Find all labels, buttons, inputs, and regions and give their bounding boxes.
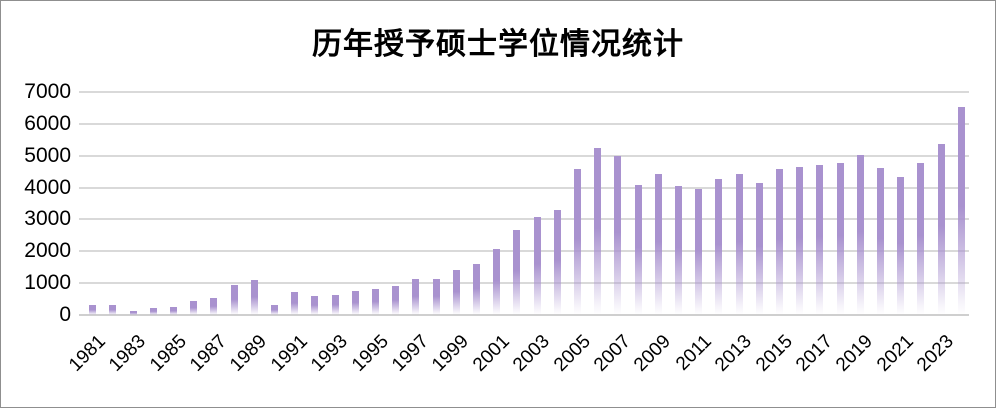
bar-1990 bbox=[271, 305, 278, 315]
bar-1986 bbox=[190, 300, 198, 315]
bar-1987 bbox=[210, 298, 218, 315]
bar-2011 bbox=[695, 189, 703, 315]
bar-1996 bbox=[392, 286, 400, 315]
bar-2018 bbox=[836, 163, 844, 315]
bar-1997 bbox=[412, 279, 420, 315]
bar-2016 bbox=[796, 167, 804, 315]
y-tick-label: 3000 bbox=[24, 207, 71, 231]
bar-1981 bbox=[89, 305, 97, 315]
bar-1983 bbox=[129, 310, 137, 315]
bar-1999 bbox=[452, 270, 460, 315]
bar-1991 bbox=[291, 292, 299, 315]
bar-1994 bbox=[351, 291, 359, 315]
y-tick-label: 2000 bbox=[24, 239, 71, 263]
bar-1984 bbox=[149, 307, 157, 315]
bar-2021 bbox=[897, 177, 905, 315]
gridline-7000 bbox=[79, 91, 969, 93]
gridline-1000 bbox=[79, 282, 969, 285]
bar-2024 bbox=[957, 106, 965, 315]
bar-2009 bbox=[654, 173, 662, 315]
bar-2007 bbox=[614, 156, 622, 315]
bar-2003 bbox=[533, 217, 541, 315]
gridline-6000 bbox=[79, 122, 969, 125]
gridline-0 bbox=[79, 314, 969, 316]
bar-2013 bbox=[735, 173, 743, 315]
bar-2002 bbox=[513, 230, 521, 315]
bar-2001 bbox=[493, 248, 501, 315]
y-tick-label: 7000 bbox=[24, 80, 71, 103]
bar-2000 bbox=[473, 264, 480, 315]
y-tick-label: 6000 bbox=[24, 111, 71, 135]
bar-1992 bbox=[311, 295, 319, 315]
bar-2023 bbox=[937, 143, 945, 315]
bar-1995 bbox=[372, 288, 379, 315]
bar-1998 bbox=[432, 278, 440, 315]
bar-2008 bbox=[634, 185, 642, 315]
bar-1988 bbox=[230, 284, 238, 315]
gridline-2000 bbox=[79, 250, 969, 253]
bar-2012 bbox=[715, 178, 723, 315]
gridline-4000 bbox=[79, 186, 969, 189]
bar-2017 bbox=[816, 164, 824, 315]
y-tick-label: 0 bbox=[59, 303, 71, 326]
chart-title: 历年授予硕士学位情况统计 bbox=[312, 28, 684, 61]
gridline-3000 bbox=[79, 218, 969, 221]
bar-1993 bbox=[331, 294, 339, 315]
bar-2015 bbox=[776, 169, 783, 315]
y-tick-label: 1000 bbox=[24, 271, 71, 295]
bar-1989 bbox=[250, 279, 258, 315]
bar-2010 bbox=[675, 186, 682, 315]
bar-2022 bbox=[917, 163, 925, 315]
bar-2006 bbox=[594, 148, 602, 315]
gridline-5000 bbox=[79, 154, 969, 157]
bar-2004 bbox=[553, 210, 561, 315]
bar-2005 bbox=[574, 169, 581, 315]
y-tick-label: 4000 bbox=[24, 175, 71, 199]
bar-2020 bbox=[877, 167, 884, 315]
bar-1982 bbox=[109, 304, 117, 315]
bar-2014 bbox=[755, 182, 763, 315]
y-tick-label: 5000 bbox=[24, 143, 71, 167]
bar-1985 bbox=[170, 306, 177, 315]
bar-2019 bbox=[856, 154, 864, 315]
